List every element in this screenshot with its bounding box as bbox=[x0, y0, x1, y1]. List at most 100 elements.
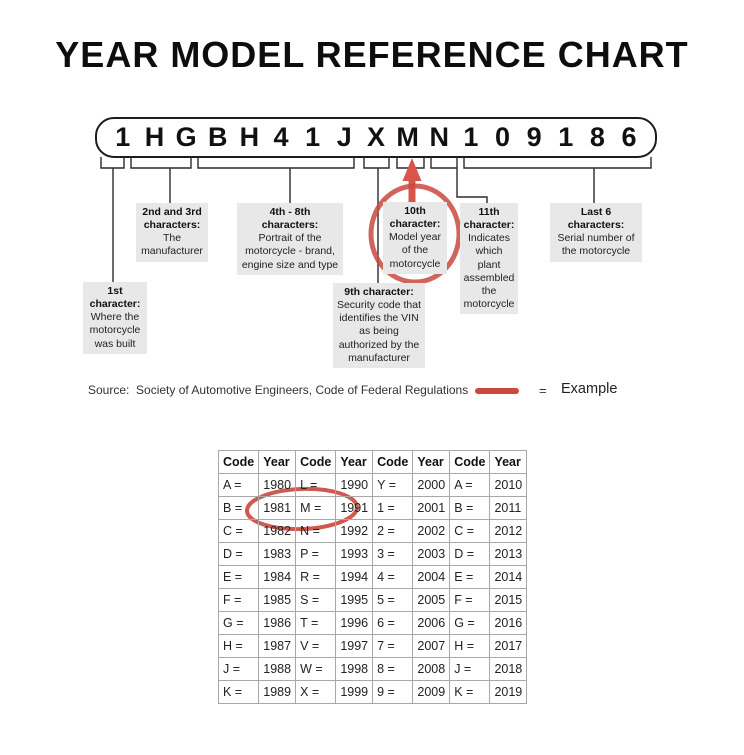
year-cell: 1998 bbox=[335, 657, 374, 681]
year-cell: 1983 bbox=[258, 542, 297, 566]
year-cell: 1982 bbox=[258, 519, 297, 543]
callout-header: 1st character: bbox=[89, 285, 141, 311]
code-cell: X = bbox=[295, 680, 337, 704]
table-header-cell: Code bbox=[372, 450, 414, 474]
year-cell: 2003 bbox=[412, 542, 451, 566]
callout-body: Indicates which plant assembled the moto… bbox=[463, 232, 515, 310]
bracket-chars-2-3 bbox=[130, 157, 192, 169]
source-text: Source: Society of Automotive Engineers,… bbox=[88, 383, 469, 397]
table-header-cell: Year bbox=[335, 450, 374, 474]
year-cell: 1999 bbox=[335, 680, 374, 704]
table-row: F = 1985 S = 1995 5 = 2005 F = 2015 bbox=[217, 588, 528, 612]
table-header-cell: Code bbox=[217, 450, 260, 474]
legend-equals: = bbox=[539, 383, 547, 398]
table-row: B = 1981 M = 1991 1 = 2001 B = 2011 bbox=[217, 496, 528, 520]
bracket-chars-4-8 bbox=[197, 157, 355, 169]
callout-eleventh-char: 11th character: Indicates which plant as… bbox=[460, 203, 518, 314]
table-header-cell: Code bbox=[449, 450, 491, 474]
callout-header: Last 6 characters: bbox=[567, 206, 625, 232]
year-cell: 2010 bbox=[489, 473, 528, 497]
code-cell: H = bbox=[449, 634, 491, 658]
vin-char: X bbox=[366, 122, 385, 152]
code-cell: B = bbox=[449, 496, 491, 520]
callout-body: Serial number of the motorcycle bbox=[557, 232, 635, 258]
callout-body: The manufacturer bbox=[141, 232, 203, 258]
code-cell: K = bbox=[217, 680, 260, 704]
callout-fourth-eighth-chars: 4th - 8th characters: Portrait of the mo… bbox=[237, 203, 343, 275]
code-cell: L = bbox=[295, 473, 337, 497]
year-cell: 1993 bbox=[335, 542, 374, 566]
table-header-cell: Year bbox=[489, 450, 528, 474]
code-cell: K = bbox=[449, 680, 491, 704]
code-cell: E = bbox=[449, 565, 491, 589]
year-cell: 2013 bbox=[489, 542, 528, 566]
year-cell: 1988 bbox=[258, 657, 297, 681]
code-cell: 6 = bbox=[372, 611, 414, 635]
year-cell: 2019 bbox=[489, 680, 528, 704]
year-cell: 1980 bbox=[258, 473, 297, 497]
code-cell: N = bbox=[295, 519, 337, 543]
vin-char: H bbox=[239, 122, 260, 152]
callout-header: 2nd and 3rd characters: bbox=[142, 206, 202, 232]
year-cell: 1994 bbox=[335, 565, 374, 589]
table-row: A = 1980 L = 1990 Y = 2000 A = 2010 bbox=[217, 473, 528, 497]
code-cell: H = bbox=[217, 634, 260, 658]
year-code-table: Code Year Code Year Code Year Code Year A = 1980… bbox=[217, 450, 528, 704]
year-cell: 2014 bbox=[489, 565, 528, 589]
year-cell: 2017 bbox=[489, 634, 528, 658]
code-cell: S = bbox=[295, 588, 337, 612]
code-cell: 7 = bbox=[372, 634, 414, 658]
code-cell: G = bbox=[449, 611, 491, 635]
code-cell: A = bbox=[449, 473, 491, 497]
bracket-last-6 bbox=[463, 157, 652, 169]
callout-last-six-chars: Last 6 characters: Serial number of the … bbox=[550, 203, 642, 262]
vin-char: B bbox=[207, 122, 228, 152]
code-cell: C = bbox=[217, 519, 260, 543]
code-cell: 2 = bbox=[372, 519, 414, 543]
code-cell: F = bbox=[217, 588, 260, 612]
year-cell: 2008 bbox=[412, 657, 451, 681]
vin-char: N bbox=[429, 122, 449, 152]
code-cell: G = bbox=[217, 611, 260, 635]
vin-char: 8 bbox=[589, 122, 605, 152]
code-cell: B = bbox=[217, 496, 260, 520]
table-header-cell: Year bbox=[412, 450, 451, 474]
code-cell: M = bbox=[295, 496, 337, 520]
year-cell: 2012 bbox=[489, 519, 528, 543]
year-cell: 2006 bbox=[412, 611, 451, 635]
code-cell: F = bbox=[449, 588, 491, 612]
year-cell: 2015 bbox=[489, 588, 528, 612]
year-cell: 1992 bbox=[335, 519, 374, 543]
year-cell: 1996 bbox=[335, 611, 374, 635]
callout-header: 9th character: bbox=[344, 286, 414, 298]
code-cell: D = bbox=[449, 542, 491, 566]
callout-tenth-char: 10th character: Model year of the motorc… bbox=[383, 202, 447, 274]
code-cell: W = bbox=[295, 657, 337, 681]
callout-body: Where the motorcycle was built bbox=[89, 311, 141, 350]
year-cell: 2001 bbox=[412, 496, 451, 520]
year-cell: 2002 bbox=[412, 519, 451, 543]
vin-char: 1 bbox=[115, 122, 131, 152]
code-cell: R = bbox=[295, 565, 337, 589]
table-row: E = 1984 R = 1994 4 = 2004 E = 2014 bbox=[217, 565, 528, 589]
code-cell: 5 = bbox=[372, 588, 414, 612]
year-cell: 1991 bbox=[335, 496, 374, 520]
callout-header: 10th character: bbox=[389, 205, 441, 231]
callout-body: Portrait of the motorcycle - brand, engi… bbox=[241, 232, 339, 271]
vin-char: G bbox=[175, 122, 197, 152]
vin-char: 1 bbox=[463, 122, 479, 152]
year-cell: 1984 bbox=[258, 565, 297, 589]
code-cell: 3 = bbox=[372, 542, 414, 566]
page-title: YEAR MODEL REFERENCE CHART bbox=[55, 34, 689, 75]
table-header-row: Code Year Code Year Code Year Code Year bbox=[217, 450, 528, 474]
year-code-table-head: Code Year Code Year Code Year Code Year bbox=[217, 450, 528, 474]
year-cell: 2018 bbox=[489, 657, 528, 681]
vin-char: 4 bbox=[273, 122, 289, 152]
vin-char: 0 bbox=[494, 122, 511, 152]
code-cell: D = bbox=[217, 542, 260, 566]
code-cell: 9 = bbox=[372, 680, 414, 704]
table-row: D = 1983 P = 1993 3 = 2003 D = 2013 bbox=[217, 542, 528, 566]
code-cell: E = bbox=[217, 565, 260, 589]
vin-char: M bbox=[396, 122, 419, 152]
